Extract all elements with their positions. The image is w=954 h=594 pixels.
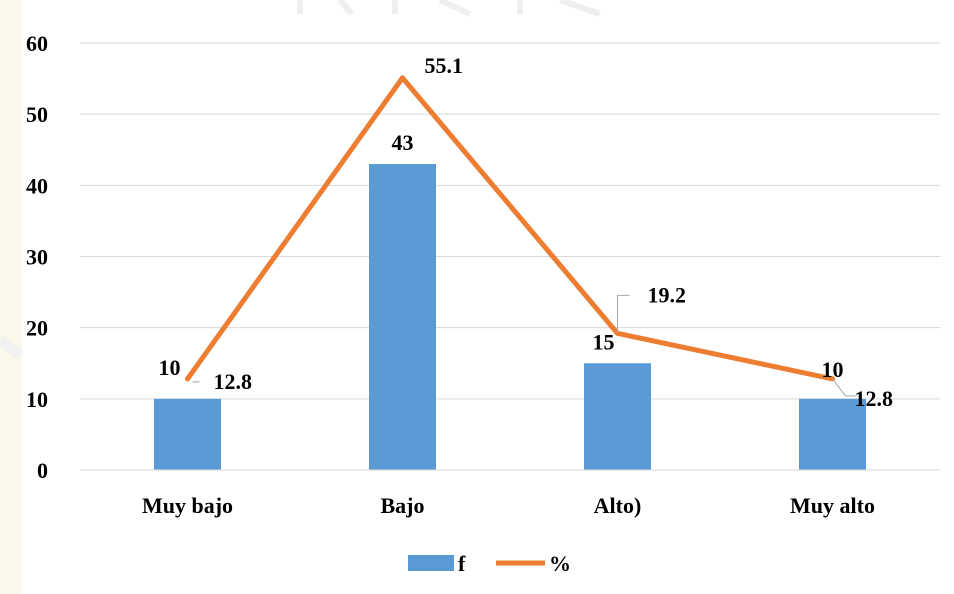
x-tick-label: Bajo xyxy=(381,493,425,518)
bar xyxy=(154,398,221,470)
y-tick-label: 60 xyxy=(26,31,48,56)
legend-label-f: f xyxy=(458,551,466,576)
y-tick-label: 40 xyxy=(26,173,48,198)
y-tick-label: 50 xyxy=(26,102,48,127)
line-point xyxy=(400,75,405,81)
line-path xyxy=(185,75,835,382)
x-axis: Muy bajo Bajo Alto) Muy alto xyxy=(80,469,940,518)
bar xyxy=(799,398,866,470)
y-axis: 0 10 20 30 40 50 60 xyxy=(26,31,48,483)
data-labels: 10 43 15 10 12.8 55.1 19.2 12.8 xyxy=(159,53,894,411)
line-value-label: 12.8 xyxy=(214,369,253,394)
bar-value-label: 15 xyxy=(593,329,615,354)
line-value-label: 55.1 xyxy=(425,53,464,78)
bar xyxy=(369,163,436,470)
x-tick-label: Muy bajo xyxy=(142,493,233,518)
line-series xyxy=(185,75,835,382)
leader-line xyxy=(617,294,630,334)
y-tick-label: 20 xyxy=(26,316,48,341)
bar-value-label: 10 xyxy=(159,355,181,380)
bar-value-label: 43 xyxy=(392,130,414,155)
line-point xyxy=(185,376,190,382)
y-tick-label: 10 xyxy=(26,387,48,412)
bars xyxy=(154,163,866,470)
leader-line xyxy=(832,378,857,397)
x-tick-label: Alto) xyxy=(594,493,642,518)
legend: f % xyxy=(408,551,571,576)
background-watermark xyxy=(0,0,601,594)
x-tick-label: Muy alto xyxy=(790,493,875,518)
bar-value-label: 10 xyxy=(822,357,844,382)
y-tick-label: 30 xyxy=(26,245,48,270)
legend-label-pct: % xyxy=(549,551,571,576)
line-value-label: 19.2 xyxy=(648,282,687,307)
legend-swatch-f xyxy=(408,555,454,571)
y-tick-label: 0 xyxy=(37,458,48,483)
line-value-label: 12.8 xyxy=(855,386,894,411)
bar xyxy=(584,363,651,470)
